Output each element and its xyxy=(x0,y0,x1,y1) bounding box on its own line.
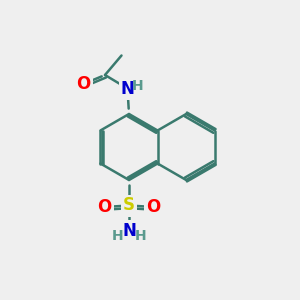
Text: H: H xyxy=(135,230,146,243)
Text: O: O xyxy=(76,75,91,93)
Text: N: N xyxy=(122,222,136,240)
Text: O: O xyxy=(97,198,112,216)
Text: H: H xyxy=(112,230,123,243)
Text: S: S xyxy=(123,196,135,214)
Text: N: N xyxy=(121,80,134,98)
Text: H: H xyxy=(132,79,144,92)
Text: O: O xyxy=(146,198,161,216)
